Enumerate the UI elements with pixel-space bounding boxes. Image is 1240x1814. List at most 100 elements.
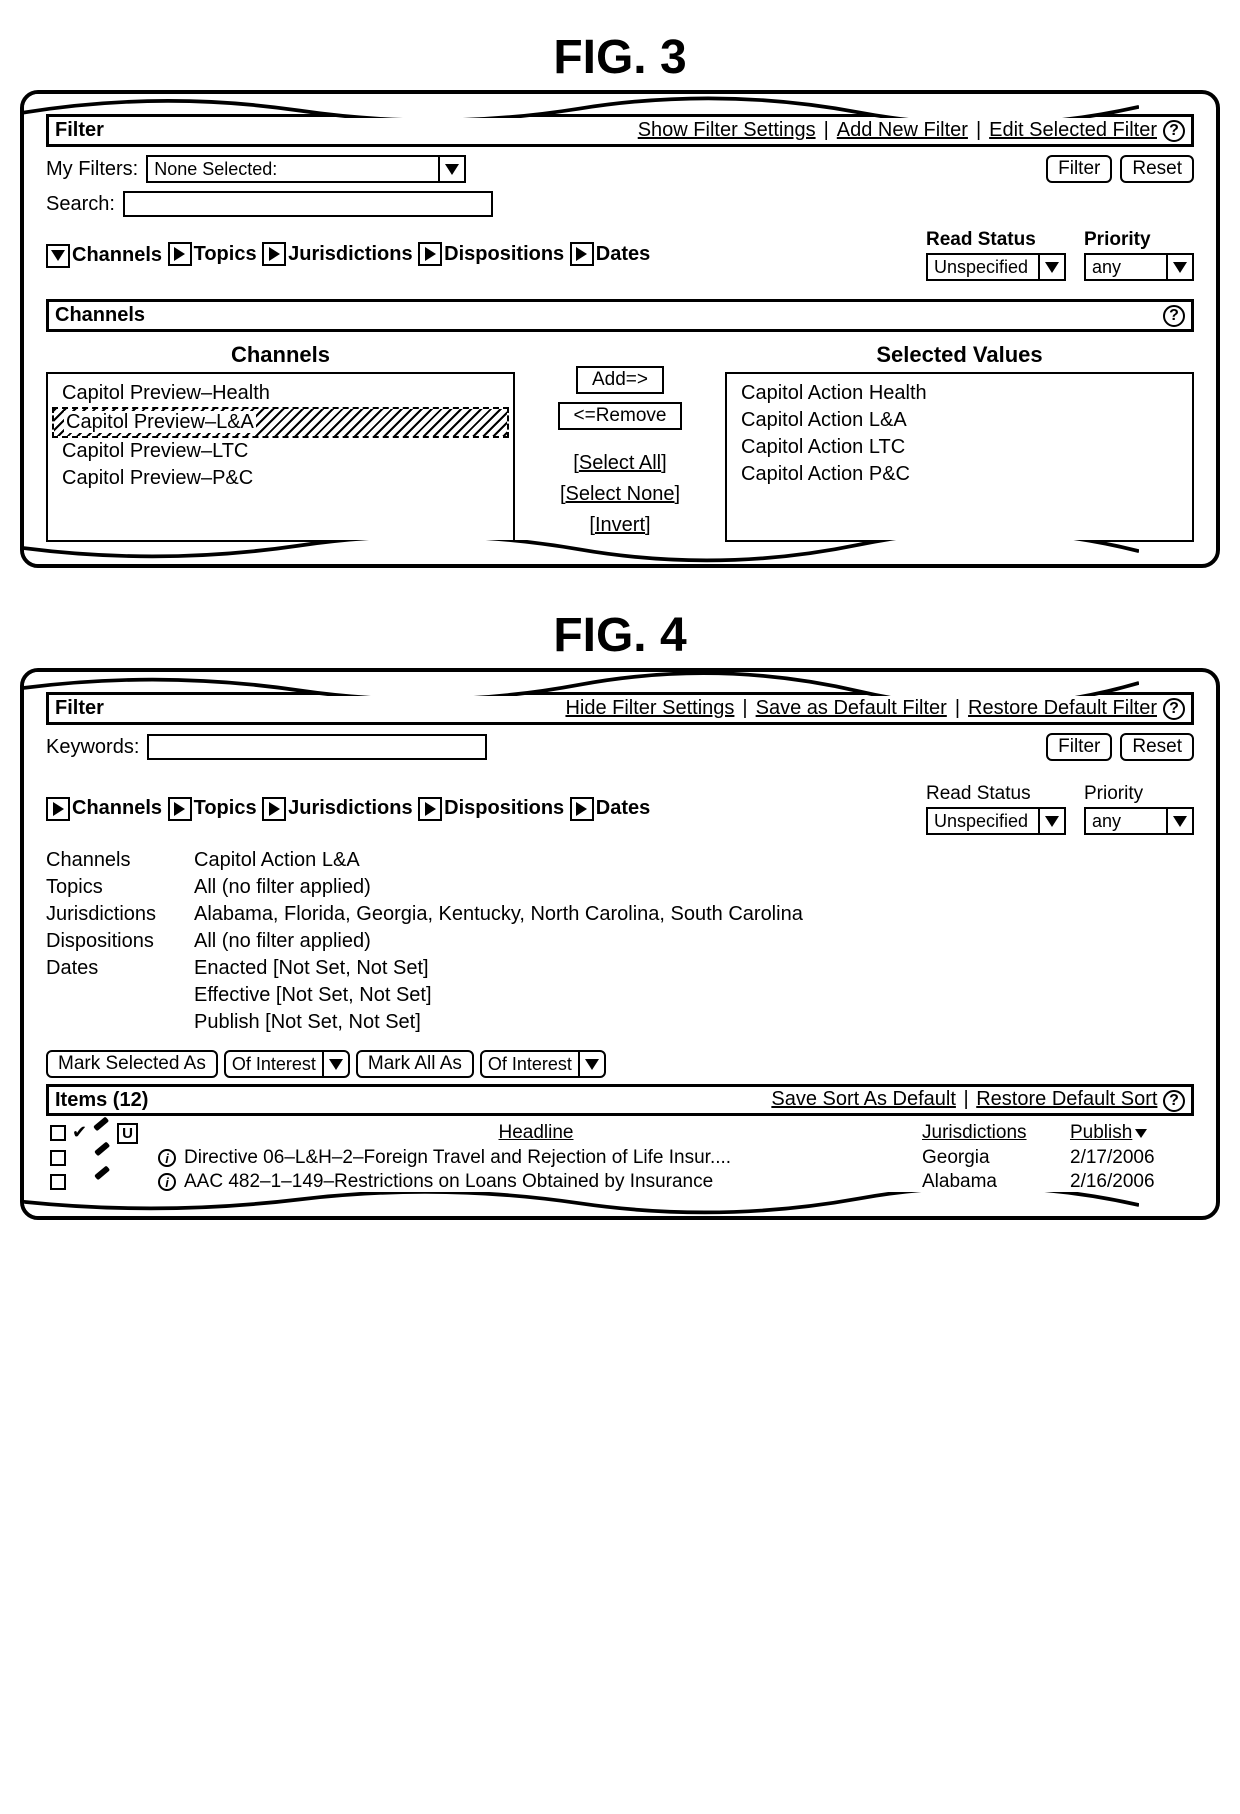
unread-icon: U [117, 1123, 138, 1144]
filter-section-bar: Filter Show Filter Settings | Add New Fi… [46, 114, 1194, 147]
add-new-filter-link[interactable]: Add New Filter [837, 119, 968, 142]
list-item[interactable]: Capitol Action Health [731, 380, 1188, 407]
row-headline: AAC 482–1–149–Restrictions on Loans Obta… [184, 1171, 914, 1193]
dropdown-arrow-icon[interactable] [1038, 255, 1064, 279]
help-icon[interactable]: ? [1163, 120, 1185, 142]
priority-dropdown[interactable]: any [1084, 807, 1194, 835]
figure-3-panel: Filter Show Filter Settings | Add New Fi… [20, 90, 1220, 568]
torn-edge-bottom [20, 1192, 1139, 1220]
pencil-icon[interactable] [94, 1173, 112, 1191]
save-sort-default-link[interactable]: Save Sort As Default [771, 1088, 956, 1110]
filter-button[interactable]: Filter [1046, 155, 1112, 183]
filter-label: Filter [55, 697, 104, 720]
headline-column-header[interactable]: Headline [158, 1122, 914, 1144]
tab-topics[interactable]: Topics [168, 242, 257, 266]
tab-jurisdictions[interactable]: Jurisdictions [262, 797, 412, 821]
row-checkbox[interactable] [50, 1150, 66, 1166]
figure-4-panel: Filter Hide Filter Settings | Save as De… [20, 668, 1220, 1220]
hide-filter-settings-link[interactable]: Hide Filter Settings [565, 697, 734, 720]
info-icon[interactable]: i [158, 1149, 176, 1167]
table-header: U Headline Jurisdictions Publish [46, 1120, 1194, 1146]
read-status-dropdown[interactable]: Unspecified [926, 807, 1066, 835]
list-item[interactable]: Capitol Action LTC [731, 434, 1188, 461]
table-row[interactable]: iDirective 06–L&H–2–Foreign Travel and R… [46, 1146, 1194, 1170]
pencil-icon [93, 1124, 111, 1142]
search-label: Search: [46, 193, 115, 216]
filter-label: Filter [55, 119, 104, 142]
results-table: U Headline Jurisdictions Publish iDirect… [46, 1120, 1194, 1194]
reset-button[interactable]: Reset [1120, 733, 1194, 761]
list-item[interactable]: Capitol Preview–P&C [52, 465, 509, 492]
my-filters-label: My Filters: [46, 158, 138, 181]
mark-selected-dropdown[interactable]: Of Interest [224, 1050, 350, 1078]
figure-4-title: FIG. 4 [20, 608, 1220, 663]
list-item[interactable]: Capitol Preview–Health [52, 380, 509, 407]
items-bar: Items (12) Save Sort As Default | Restor… [46, 1084, 1194, 1116]
restore-default-filter-link[interactable]: Restore Default Filter [968, 697, 1157, 720]
read-status-dropdown[interactable]: Unspecified [926, 253, 1066, 281]
list-item[interactable]: Capitol Action P&C [731, 461, 1188, 488]
dropdown-arrow-icon[interactable] [322, 1052, 348, 1076]
mark-all-dropdown[interactable]: Of Interest [480, 1050, 606, 1078]
row-checkbox[interactable] [50, 1174, 66, 1190]
tab-dates[interactable]: Dates [570, 797, 650, 821]
dropdown-arrow-icon[interactable] [1166, 809, 1192, 833]
mark-selected-as-button[interactable]: Mark Selected As [46, 1050, 218, 1078]
row-jurisdiction: Alabama [922, 1171, 1062, 1193]
read-status-label: Read Status [926, 783, 1066, 805]
select-all-checkbox[interactable] [50, 1125, 66, 1141]
filter-button[interactable]: Filter [1046, 733, 1112, 761]
row-publish-date: 2/17/2006 [1070, 1147, 1190, 1169]
list-item[interactable]: Capitol Action L&A [731, 407, 1188, 434]
dropdown-arrow-icon[interactable] [1166, 255, 1192, 279]
selected-values-list[interactable]: Capitol Action HealthCapitol Action L&AC… [725, 372, 1194, 542]
priority-dropdown[interactable]: any [1084, 253, 1194, 281]
add-button[interactable]: Add=> [576, 366, 664, 394]
restore-default-sort-link[interactable]: Restore Default Sort [976, 1088, 1157, 1110]
filter-section-bar: Filter Hide Filter Settings | Save as De… [46, 692, 1194, 725]
tab-dates[interactable]: Dates [570, 242, 650, 266]
sort-desc-icon [1135, 1129, 1147, 1138]
channels-section-bar: Channels ? [46, 299, 1194, 332]
available-channels-list[interactable]: Capitol Preview–HealthCapitol Preview–L&… [46, 372, 515, 542]
dropdown-arrow-icon[interactable] [1038, 809, 1064, 833]
channels-label: Channels [55, 304, 145, 327]
pencil-icon[interactable] [94, 1149, 112, 1167]
edit-selected-filter-link[interactable]: Edit Selected Filter [989, 119, 1157, 142]
dropdown-arrow-icon[interactable] [578, 1052, 604, 1076]
table-row[interactable]: i AAC 482–1–149–Restrictions on Loans Obt… [46, 1170, 1194, 1194]
filter-tabs: Channels Topics Jurisdictions Dispositio… [46, 229, 1194, 281]
help-icon[interactable]: ? [1163, 1090, 1185, 1112]
save-default-filter-link[interactable]: Save as Default Filter [756, 697, 947, 720]
keywords-input[interactable] [147, 734, 487, 760]
info-icon[interactable]: i [158, 1173, 176, 1191]
tab-jurisdictions[interactable]: Jurisdictions [262, 242, 412, 266]
select-none-link[interactable]: [Select None] [560, 483, 680, 506]
check-icon [72, 1122, 87, 1144]
mark-all-as-button[interactable]: Mark All As [356, 1050, 474, 1078]
help-icon[interactable]: ? [1163, 698, 1185, 720]
tab-topics[interactable]: Topics [168, 797, 257, 821]
tab-dispositions[interactable]: Dispositions [418, 797, 564, 821]
help-icon[interactable]: ? [1163, 305, 1185, 327]
list-item[interactable]: Capitol Preview–L&A [52, 407, 509, 438]
list-item[interactable]: Capitol Preview–LTC [52, 438, 509, 465]
my-filters-dropdown[interactable]: None Selected: [146, 155, 466, 183]
tab-channels[interactable]: Channels [46, 244, 162, 268]
remove-button[interactable]: <=Remove [558, 402, 683, 430]
show-filter-settings-link[interactable]: Show Filter Settings [638, 119, 816, 142]
reset-button[interactable]: Reset [1120, 155, 1194, 183]
read-status-label: Read Status [926, 229, 1066, 251]
search-input[interactable] [123, 191, 493, 217]
filter-tabs: Channels Topics Jurisdictions Dispositio… [46, 783, 1194, 835]
publish-column-header[interactable]: Publish [1070, 1122, 1132, 1144]
row-jurisdiction: Georgia [922, 1147, 1062, 1169]
tab-dispositions[interactable]: Dispositions [418, 242, 564, 266]
dropdown-arrow-icon[interactable] [438, 157, 464, 181]
jurisdictions-column-header[interactable]: Jurisdictions [922, 1122, 1062, 1144]
tab-channels[interactable]: Channels [46, 797, 162, 821]
select-all-link[interactable]: [Select All] [573, 452, 666, 475]
figure-3-title: FIG. 3 [20, 30, 1220, 85]
invert-link[interactable]: [Invert] [589, 514, 650, 537]
row-publish-date: 2/16/2006 [1070, 1171, 1190, 1193]
